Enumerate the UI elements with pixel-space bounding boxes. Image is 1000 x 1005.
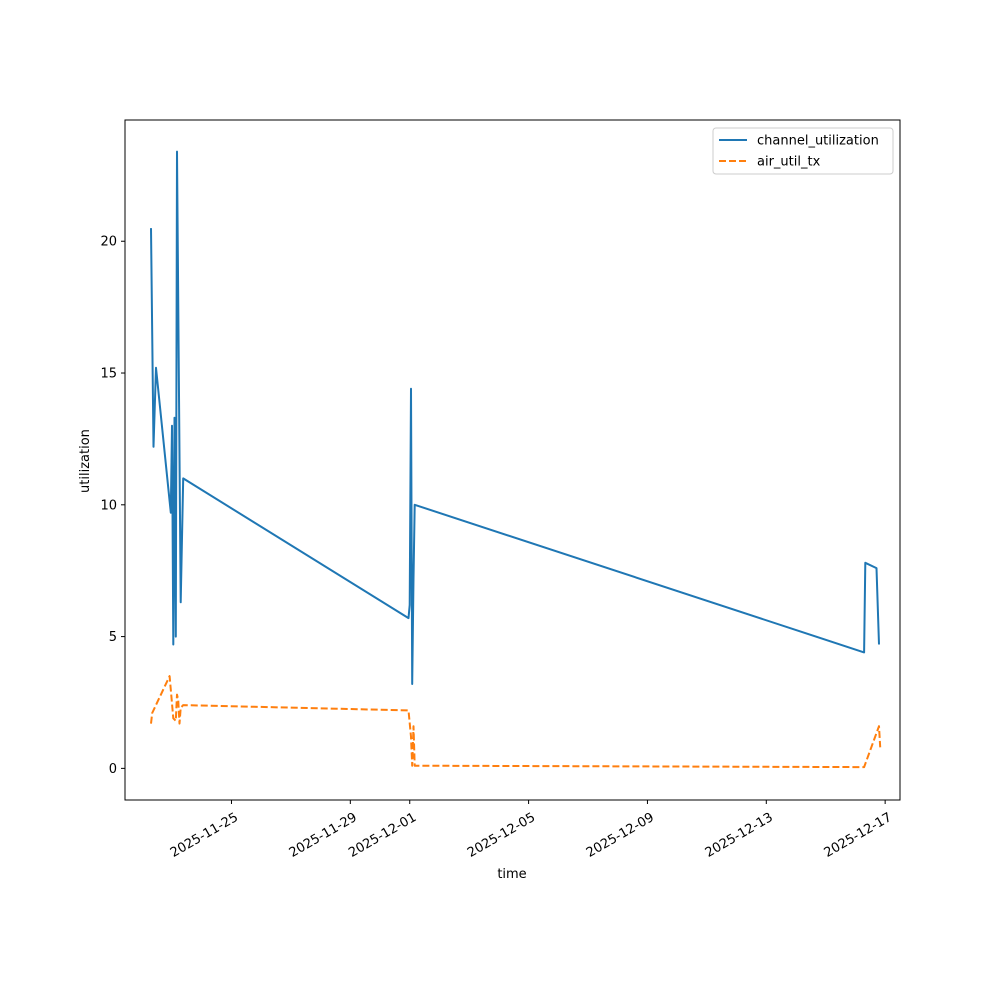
y-tick-label: 15: [100, 367, 117, 382]
plot-frame: [124, 119, 901, 801]
y-axis-label: utilization: [78, 429, 93, 493]
y-tick-label: 20: [100, 235, 117, 250]
legend-box: [712, 127, 894, 175]
series-line-channel_utilization: [150, 150, 880, 685]
series-layer: [150, 150, 882, 769]
y-tick-label: 0: [109, 762, 117, 777]
y-tick-label: 10: [100, 498, 117, 513]
legend: channel_utilization air_util_tx: [712, 127, 894, 175]
series-line-air_util_tx: [150, 675, 882, 769]
y-tick-label: 5: [109, 630, 117, 645]
legend-label-air_util_tx: air_util_tx: [757, 155, 821, 170]
x-axis-label: time: [497, 867, 526, 882]
legend-label-channel_utilization: channel_utilization: [757, 134, 879, 149]
